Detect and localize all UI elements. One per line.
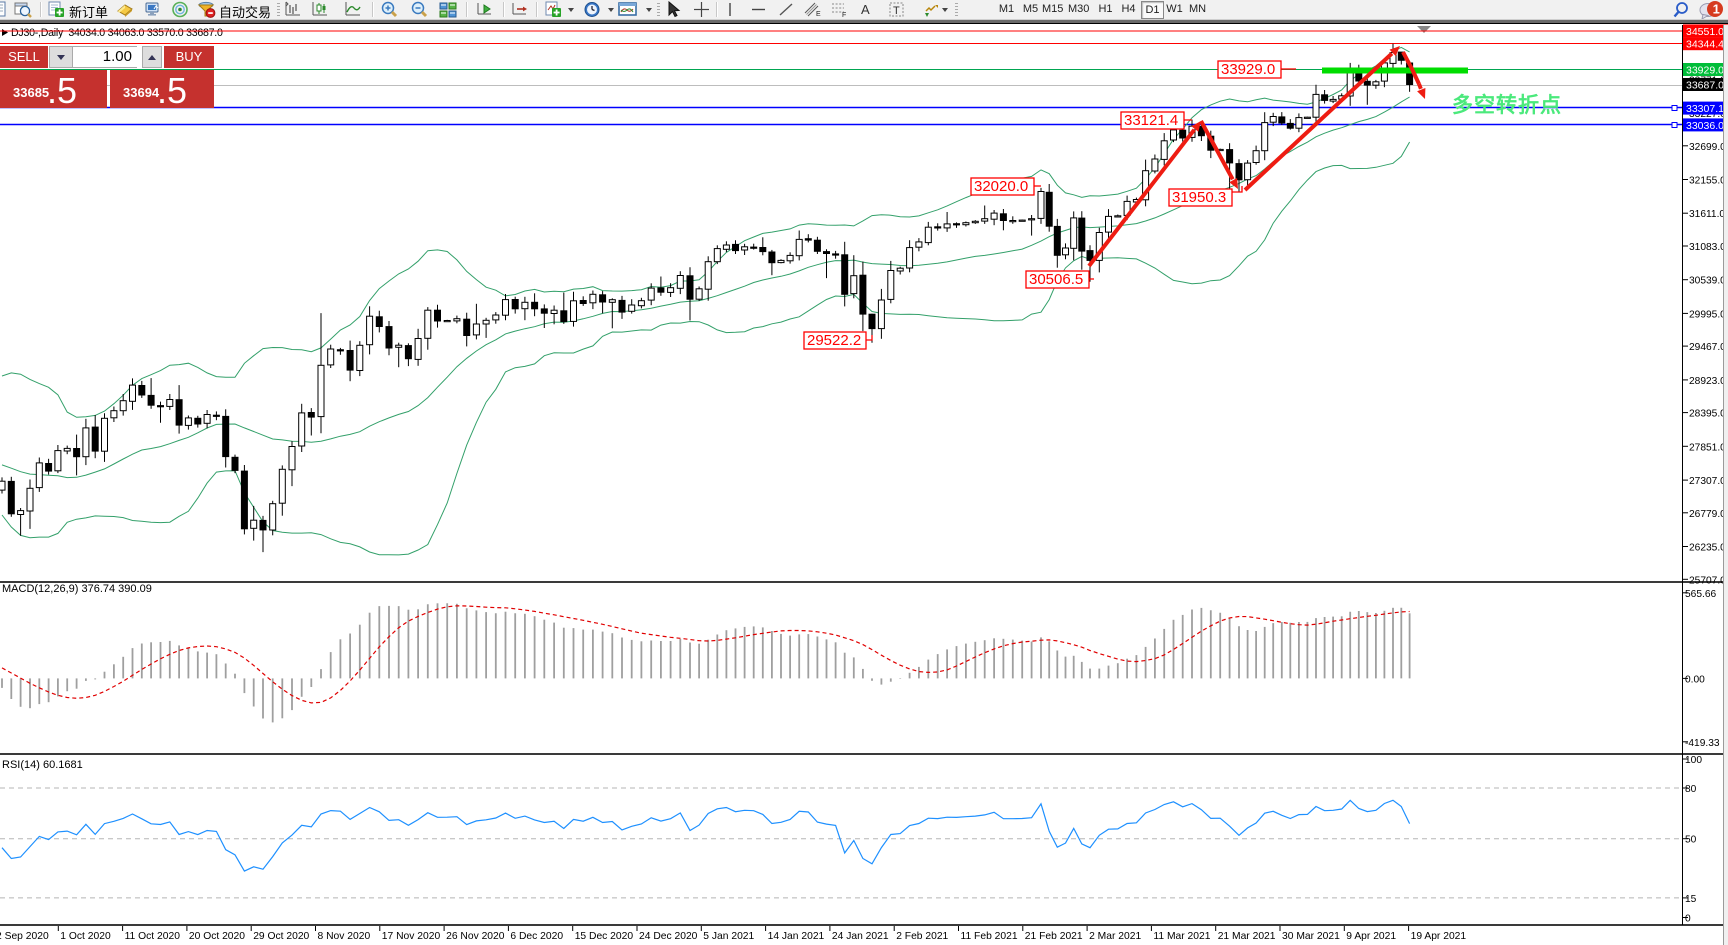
svg-text:29467.0: 29467.0	[1689, 342, 1726, 353]
svg-text:11 Oct 2020: 11 Oct 2020	[125, 931, 181, 942]
svg-text:50: 50	[1685, 835, 1697, 846]
svg-text:24 Dec 2020: 24 Dec 2020	[639, 931, 698, 942]
svg-text:30539.0: 30539.0	[1689, 276, 1726, 287]
svg-text:565.66: 565.66	[1685, 589, 1716, 600]
svg-text:31950.3: 31950.3	[1172, 189, 1226, 206]
svg-text:29522.2: 29522.2	[807, 332, 861, 349]
svg-text:RSI(14) 60.1681: RSI(14) 60.1681	[2, 759, 83, 771]
svg-text:0: 0	[1685, 914, 1691, 925]
svg-text:33687.0: 33687.0	[1686, 80, 1724, 92]
svg-text:E: E	[816, 11, 821, 18]
svg-text:27307.0: 27307.0	[1689, 476, 1726, 487]
svg-text:9 Apr 2021: 9 Apr 2021	[1346, 931, 1396, 942]
svg-text:33307.1: 33307.1	[1686, 103, 1724, 115]
svg-text:2 Mar 2021: 2 Mar 2021	[1089, 931, 1141, 942]
svg-text:100: 100	[1685, 755, 1702, 766]
svg-text:T: T	[893, 5, 900, 17]
svg-text:34551.0: 34551.0	[1686, 26, 1724, 38]
svg-text:21 Feb 2021: 21 Feb 2021	[1025, 931, 1083, 942]
svg-text:11 Mar 2021: 11 Mar 2021	[1153, 931, 1210, 942]
svg-text:31083.0: 31083.0	[1689, 242, 1726, 253]
svg-text:1: 1	[1713, 2, 1720, 17]
svg-text:MACD(12,26,9) 376.74 390.09: MACD(12,26,9) 376.74 390.09	[2, 583, 152, 595]
svg-text:15 Dec 2020: 15 Dec 2020	[575, 931, 634, 942]
svg-text:27851.0: 27851.0	[1689, 442, 1726, 453]
svg-text:A: A	[861, 2, 870, 17]
svg-text:多空转折点: 多空转折点	[1452, 93, 1562, 117]
svg-text:21 Mar 2021: 21 Mar 2021	[1218, 931, 1276, 942]
svg-text:19 Apr 2021: 19 Apr 2021	[1411, 931, 1467, 942]
svg-text:33929.0: 33929.0	[1221, 61, 1275, 78]
svg-text:32020.0: 32020.0	[974, 178, 1028, 195]
svg-text:30506.5: 30506.5	[1029, 271, 1083, 288]
svg-text:DJ30-,Daily 34034.0 34063.0 3: DJ30-,Daily 34034.0 34063.0 33570.0 3368…	[11, 27, 223, 39]
svg-text:29 Oct 2020: 29 Oct 2020	[253, 931, 309, 942]
svg-text:14 Jan 2021: 14 Jan 2021	[768, 931, 825, 942]
svg-text:29995.0: 29995.0	[1689, 309, 1726, 320]
svg-text:17 Nov 2020: 17 Nov 2020	[382, 931, 441, 942]
svg-text:33121.4: 33121.4	[1124, 112, 1178, 129]
svg-text:8 Nov 2020: 8 Nov 2020	[318, 931, 371, 942]
svg-text:25707.0: 25707.0	[1689, 575, 1726, 586]
svg-text:26779.0: 26779.0	[1689, 509, 1726, 520]
svg-text:32155.0: 32155.0	[1689, 176, 1726, 187]
svg-text:5 Jan 2021: 5 Jan 2021	[703, 931, 754, 942]
svg-text:28923.0: 28923.0	[1689, 376, 1726, 387]
svg-text:33036.0: 33036.0	[1686, 120, 1724, 132]
svg-text:20 Oct 2020: 20 Oct 2020	[189, 931, 245, 942]
svg-text:F: F	[842, 12, 846, 18]
svg-text:11 Feb 2021: 11 Feb 2021	[961, 931, 1018, 942]
svg-text:28395.0: 28395.0	[1689, 409, 1726, 420]
svg-text:34344.4: 34344.4	[1686, 39, 1724, 51]
svg-text:33929.0: 33929.0	[1686, 65, 1724, 77]
svg-text:80: 80	[1685, 784, 1697, 795]
svg-text:-419.33: -419.33	[1685, 738, 1720, 749]
svg-text:6 Dec 2020: 6 Dec 2020	[510, 931, 563, 942]
svg-text:32699.0: 32699.0	[1689, 142, 1726, 153]
svg-text:30 Mar 2021: 30 Mar 2021	[1282, 931, 1340, 942]
svg-text:24 Jan 2021: 24 Jan 2021	[832, 931, 889, 942]
svg-text:31611.0: 31611.0	[1689, 209, 1725, 220]
svg-text:15: 15	[1685, 894, 1697, 905]
svg-text:0.00: 0.00	[1685, 674, 1705, 685]
svg-text:1 Oct 2020: 1 Oct 2020	[60, 931, 111, 942]
svg-text:2 Sep 2020: 2 Sep 2020	[0, 931, 49, 942]
svg-text:26 Nov 2020: 26 Nov 2020	[446, 931, 505, 942]
svg-text:26235.0: 26235.0	[1689, 543, 1726, 554]
svg-text:2 Feb 2021: 2 Feb 2021	[896, 931, 948, 942]
